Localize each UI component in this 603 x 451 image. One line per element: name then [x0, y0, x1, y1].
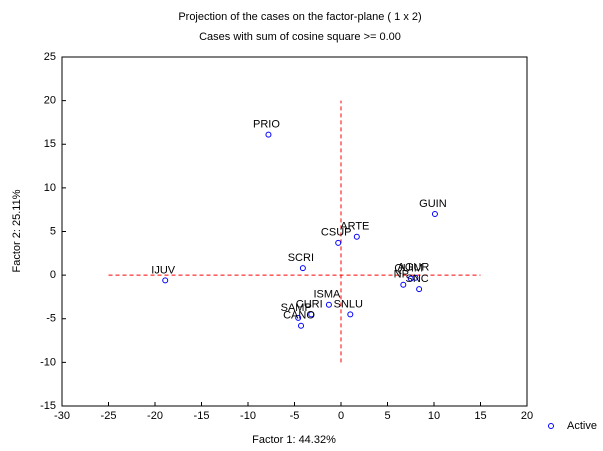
point-label: CSUP: [321, 227, 352, 239]
point-label: SNLU: [334, 298, 363, 310]
point-label: CANO: [283, 310, 315, 322]
x-tick-label: 0: [338, 410, 344, 422]
point-label: SCRI: [288, 252, 314, 264]
chart-subtitle: Cases with sum of cosine square >= 0.00: [199, 31, 401, 43]
point-label: ARTE: [340, 221, 369, 233]
point-label: QUIM: [394, 263, 423, 275]
y-tick-label: 0: [50, 269, 56, 281]
point: [400, 281, 407, 288]
point: [325, 301, 332, 308]
x-tick-label: 10: [428, 410, 440, 422]
plot-frame: [61, 56, 528, 407]
x-tick-label: 20: [521, 410, 533, 422]
point-label: CURI: [296, 298, 323, 310]
point-label: IJUV: [151, 264, 176, 276]
x-tick-label: -30: [54, 410, 70, 422]
point-label: PRIO: [253, 119, 280, 131]
point: [347, 311, 354, 318]
x-tick-label: -10: [240, 410, 256, 422]
x-tick-label: 15: [474, 410, 486, 422]
y-tick-label: 10: [44, 182, 56, 194]
point: [295, 314, 302, 321]
y-tick-label: 20: [44, 95, 56, 107]
point-label: AGUR: [398, 262, 430, 274]
point: [335, 239, 342, 246]
x-tick-label: 5: [384, 410, 390, 422]
legend-marker: [548, 423, 554, 429]
point: [431, 211, 438, 218]
point-label: ISMA: [313, 289, 341, 301]
point: [353, 233, 360, 240]
point: [416, 286, 423, 293]
point-label: GUIN: [419, 198, 447, 210]
legend-label: Active: [567, 420, 597, 432]
point: [308, 311, 315, 318]
point-label: SAMP: [281, 302, 312, 314]
point: [299, 265, 306, 272]
point: [265, 131, 272, 138]
y-tick-label: -10: [40, 356, 56, 368]
y-axis-label: Factor 2: 25.11%: [11, 189, 23, 272]
y-tick-label: 25: [44, 51, 56, 63]
point: [412, 274, 419, 281]
y-tick-label: 5: [50, 225, 56, 237]
point-label: NP: [394, 269, 409, 281]
point: [298, 322, 305, 329]
point: [162, 277, 169, 284]
point-label: SNC: [406, 273, 429, 285]
y-tick-label: 15: [44, 138, 56, 150]
x-tick-label: -20: [147, 410, 163, 422]
y-tick-label: -15: [40, 400, 56, 412]
x-tick-label: -5: [290, 410, 300, 422]
chart-title: Projection of the cases on the factor-pl…: [178, 11, 421, 23]
x-axis-label: Factor 1: 44.32%: [252, 434, 336, 446]
x-tick-label: -25: [101, 410, 117, 422]
y-tick-label: -5: [46, 313, 56, 325]
x-tick-label: -15: [194, 410, 210, 422]
